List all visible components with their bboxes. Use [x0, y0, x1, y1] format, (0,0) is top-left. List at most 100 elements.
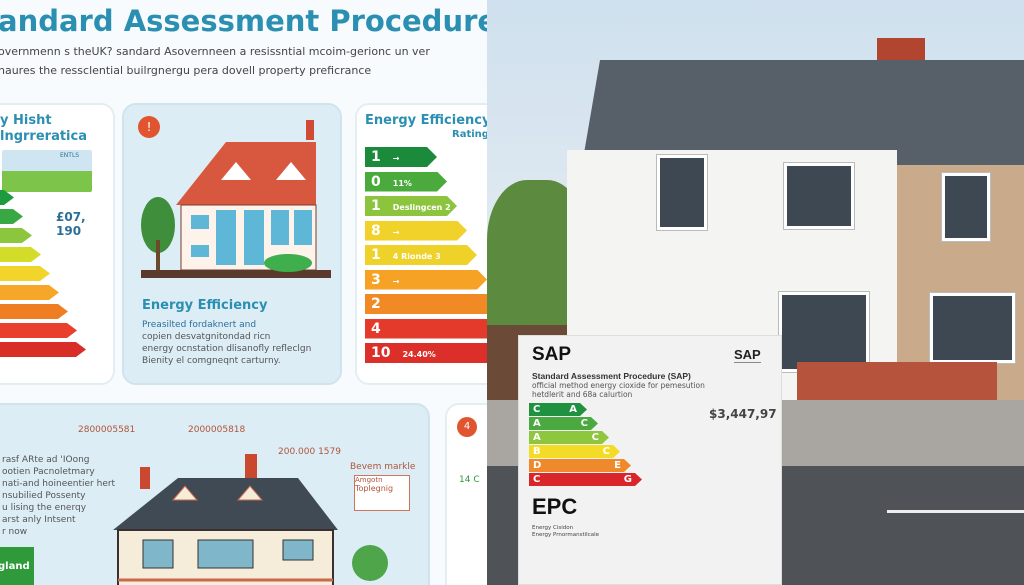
rating-bar: [0, 209, 23, 224]
bar-right-letter: E: [614, 460, 621, 471]
rating-bar: [0, 285, 59, 300]
bar-left-letter: A: [533, 418, 541, 429]
sign-text: Amgotn: [355, 476, 383, 484]
badge-icon: 4: [457, 417, 477, 437]
efficiency-bar: 2: [365, 294, 487, 314]
rating-bar: [0, 190, 14, 205]
card-text: Preasilted fordaknert and: [142, 320, 257, 330]
efficiency-bar: 1 Deslingcen 2: [365, 196, 457, 216]
body-text: arst anly Intsent: [2, 515, 76, 525]
sign-text: Toplegnig: [355, 484, 394, 493]
bar-label: 4: [371, 320, 381, 337]
bar-right-letter: C: [591, 432, 599, 443]
epc-footer-text: Energy Prnormanstilcale: [532, 532, 600, 538]
epc-footer-text: Energy Cisidon: [532, 525, 574, 531]
infographic-title: andard Assessment Procedure: [0, 4, 487, 38]
card-title: y Hisht: [0, 113, 52, 128]
bar-right-letter: C: [602, 446, 610, 457]
card-heading: Energy Efficiency: [142, 298, 268, 313]
efficiency-bar: 4: [365, 319, 487, 339]
roof: [582, 60, 1024, 165]
epc-price: $3,447,97: [709, 407, 777, 421]
epc-heading: Standard Assessment Procedure (SAP): [532, 371, 691, 381]
tudor-house-illustration: [113, 454, 338, 585]
callout-label: Bevem markle: [350, 462, 416, 472]
rating-bar: [0, 247, 41, 262]
bar-left-letter: A: [533, 432, 541, 443]
efficiency-bar: 1 →: [365, 147, 437, 167]
card-text: 14 C: [459, 475, 480, 485]
bar-label: 10: [371, 345, 391, 361]
card-title: lngrreratica: [0, 129, 87, 144]
subtitle-line: naures the ressclential builrgnergu pera…: [0, 64, 372, 77]
callout-label: 2800005581: [78, 425, 136, 435]
epc-title: SAP: [532, 344, 572, 365]
bar-text: 11%: [392, 178, 412, 188]
rating-bar: [0, 323, 77, 338]
badge-icon: !: [138, 116, 160, 138]
card-text: copien desvatgnitondad ricn: [142, 332, 271, 342]
efficiency-bar: 8 →: [365, 221, 467, 241]
bar-right-letter: G: [623, 474, 632, 485]
bar-label: 1: [371, 149, 381, 165]
card-text: Bienity el comgneqnt carturny.: [142, 356, 281, 366]
green-badge: gland: [0, 547, 34, 585]
epc-footer-title: EPC: [532, 494, 578, 519]
subtitle-line: overnmenn s theUK? sandard Asovernneen a…: [0, 45, 430, 58]
epc-desc: hetdlerit and 68a calurtion: [532, 390, 633, 399]
bar-label: 3: [371, 271, 381, 288]
card-value: £07, 190: [56, 210, 86, 238]
body-text: u lising the enerqy: [2, 503, 87, 513]
body-text: nati-and hoineentier hert: [2, 479, 116, 489]
bar-text: →: [392, 154, 400, 163]
partial-card: 4 14 C: [445, 403, 487, 585]
bar-text: 4 Rionde 3: [392, 252, 441, 261]
bar-label: 1: [371, 198, 381, 214]
house-diagram-card: 2800005581 2000005818 200.000 1579 Bevem…: [0, 403, 430, 585]
efficiency-bar: 3 →: [365, 270, 487, 290]
road-marking: [887, 510, 1024, 513]
body-text: rasf ARte ad 'IOong: [2, 455, 90, 465]
bar-label: 0: [371, 173, 381, 190]
energy-efficiency-card: ! Energy Efficiency Preasilted fordakner…: [122, 103, 342, 385]
bar-text: 24.40%: [402, 350, 436, 359]
bar-label: 2: [371, 296, 381, 312]
efficiency-bar: 10 24.40%: [365, 343, 487, 363]
bar-right-letter: C: [580, 418, 588, 429]
card-text: energy ocnstation dlisanofly refleclgn: [142, 344, 312, 354]
card-title: Rating: [452, 129, 487, 140]
efficiency-bar: 0 11%: [365, 172, 447, 192]
corner-label: SAP: [734, 347, 761, 363]
rating-bar: [0, 304, 68, 319]
epc-desc: official method energy cioxide for pemes…: [532, 381, 705, 390]
bar-left-letter: D: [533, 460, 542, 471]
bar-left-letter: C: [533, 474, 541, 485]
rating-bar: [0, 342, 86, 357]
bar-text: →: [392, 227, 400, 237]
bar-label: 8: [371, 222, 381, 239]
body-text: ootien Pacnoletmary: [2, 467, 95, 477]
epc-certificate-card: SAP SAP Standard Assessment Procedure (S…: [518, 335, 782, 585]
bar-right-letter: A: [569, 404, 577, 415]
landscape-illustration: ENTLS: [2, 150, 92, 192]
bar-label: 1: [371, 247, 381, 263]
bar-text: Deslingcen 2: [392, 203, 451, 212]
house-illustration: [141, 120, 331, 278]
bar-left-letter: C: [533, 404, 541, 415]
body-text: nsubilied Possenty: [2, 491, 86, 501]
rating-bar: [0, 228, 32, 243]
bar-left-letter: B: [533, 446, 541, 457]
rating-card-1: y Hisht lngrreratica ENTLS £07, 190: [0, 103, 115, 385]
callout-label: 2000005818: [188, 425, 246, 435]
tree-icon: [352, 545, 388, 581]
efficiency-bar: 1 4 Rionde 3: [365, 245, 477, 265]
energy-rating-card: Energy Efficiency Rating 1 → 0 11% 1 Deslingc…: [355, 103, 487, 385]
card-title: Energy Efficiency: [365, 113, 487, 128]
sap-infographic: andard Assessment Procedure overnmenn s …: [0, 0, 487, 585]
